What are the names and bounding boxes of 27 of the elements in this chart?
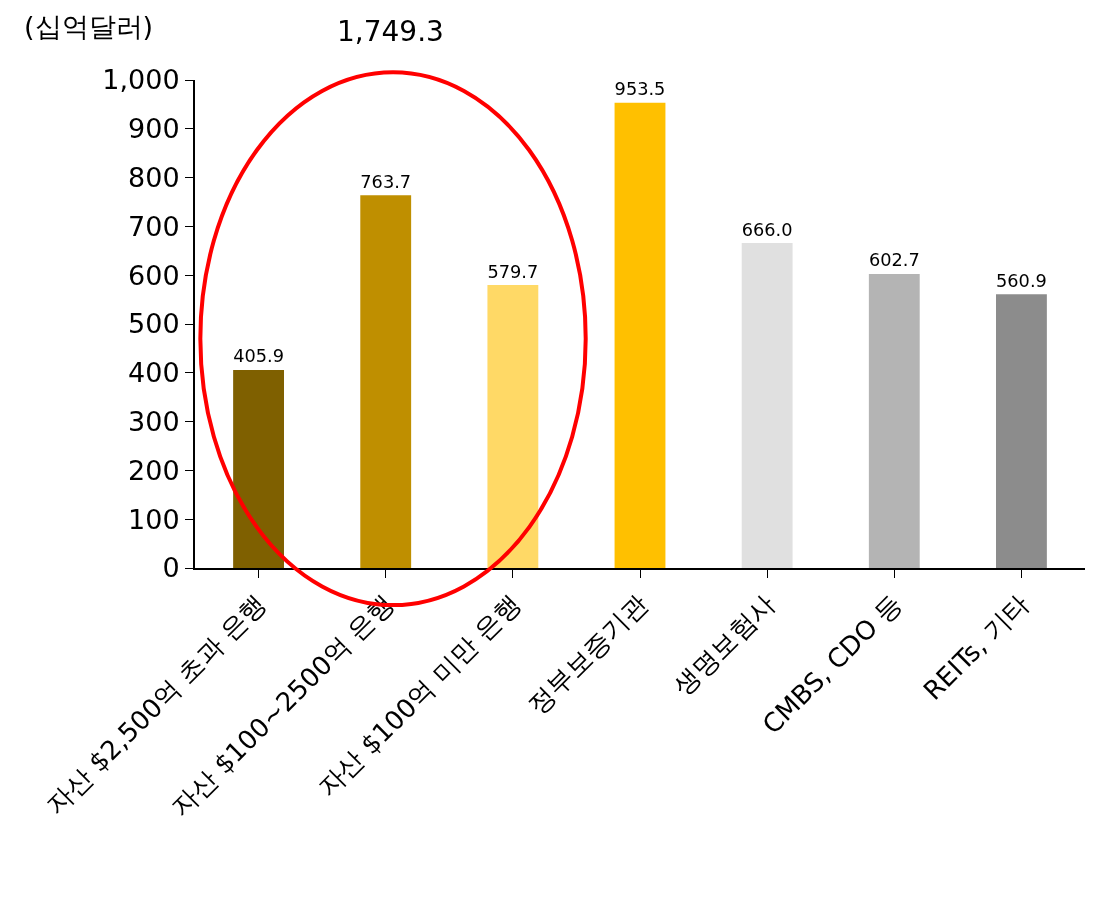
data-label: 560.9 [996, 270, 1047, 291]
data-label: 953.5 [614, 79, 666, 100]
data-label: 579.7 [487, 261, 539, 282]
data-label: 763.7 [360, 171, 412, 192]
data-label: 666.0 [741, 219, 793, 240]
y-tick-label: 0 [162, 552, 180, 584]
bar [868, 273, 920, 568]
y-tick-label: 400 [128, 357, 180, 389]
bar [360, 195, 412, 568]
y-tick-label: 600 [128, 259, 180, 291]
y-tick-label: 100 [128, 503, 180, 535]
bar [741, 242, 793, 568]
y-tick-label: 500 [128, 308, 180, 340]
y-tick-label: 1,000 [102, 64, 180, 96]
bar [996, 294, 1047, 568]
bar [233, 369, 284, 568]
y-tick-label: 200 [128, 454, 180, 486]
y-tick-label: 900 [128, 113, 180, 145]
bar [487, 285, 539, 568]
y-axis-title: (십억달러) [24, 11, 154, 42]
y-tick-label: 700 [128, 210, 180, 242]
data-label: 602.7 [868, 250, 920, 271]
y-tick-label: 300 [128, 406, 180, 438]
y-tick-label: 800 [128, 162, 180, 194]
text: 1,749.3 [337, 15, 444, 48]
bar [614, 102, 666, 568]
data-label: 405.9 [233, 346, 284, 367]
